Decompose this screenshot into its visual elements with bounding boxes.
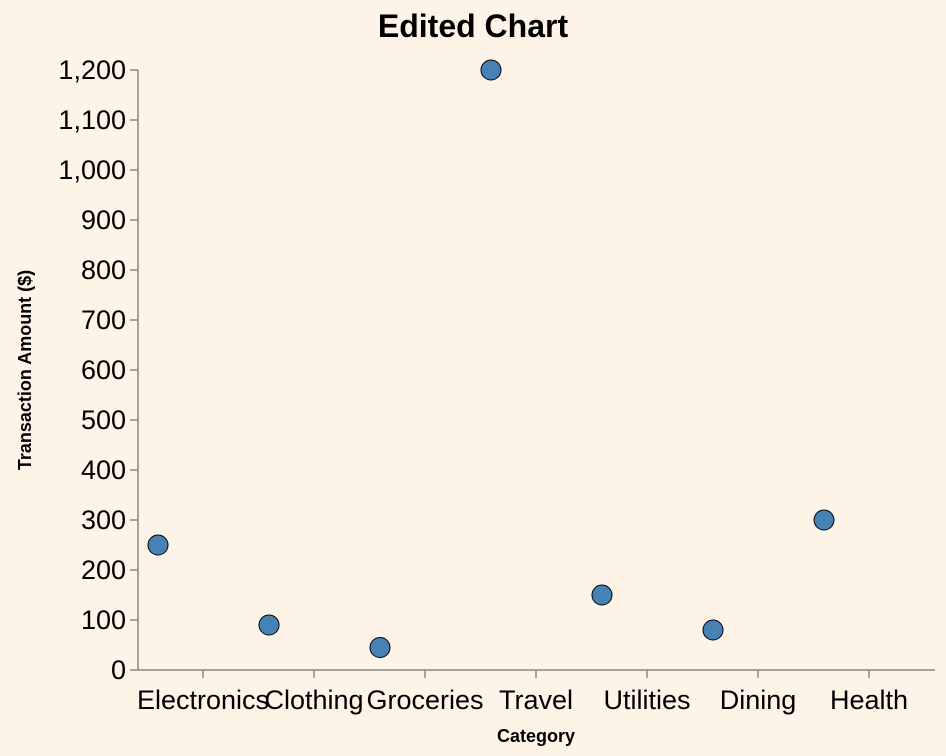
data-point-health[interactable] (813, 509, 835, 531)
data-point-clothing[interactable] (258, 614, 280, 636)
y-tick-label: 100 (81, 605, 126, 635)
x-tick-label: Utilities (603, 685, 690, 715)
x-tick-label: Clothing (264, 685, 363, 715)
y-tick-label: 400 (81, 455, 126, 485)
data-point-travel[interactable] (480, 59, 502, 81)
y-tick-label: 500 (81, 405, 126, 435)
x-tick-label: Health (830, 685, 908, 715)
x-tick-label: Dining (720, 685, 797, 715)
y-axis-label: Transaction Amount ($) (15, 270, 35, 470)
data-point-dining[interactable] (702, 619, 724, 641)
data-point-groceries[interactable] (369, 637, 391, 658)
y-tick-label: 800 (81, 255, 126, 285)
data-point-electronics[interactable] (147, 534, 169, 556)
y-tick-label: 200 (81, 555, 126, 585)
y-tick-label: 300 (81, 505, 126, 535)
y-tick-label: 1,100 (58, 105, 126, 135)
data-points (147, 59, 835, 658)
x-tick-label: Electronics (137, 685, 269, 715)
y-tick-label: 600 (81, 355, 126, 385)
y-tick-label: 1,000 (58, 155, 126, 185)
x-axis-label: Category (497, 726, 575, 746)
y-tick-label: 0 (111, 655, 126, 685)
y-axis: 0 100 200 300 400 500 600 700 800 900 1,000 1,100 1,… (58, 55, 139, 685)
data-point-utilities[interactable] (591, 584, 613, 606)
chart-title: Edited Chart (378, 8, 569, 44)
x-tick-label: Travel (499, 685, 573, 715)
x-tick-label: Groceries (366, 685, 483, 715)
y-tick-label: 900 (81, 205, 126, 235)
y-tick-label: 1,200 (58, 55, 126, 85)
y-tick-label: 700 (81, 305, 126, 335)
